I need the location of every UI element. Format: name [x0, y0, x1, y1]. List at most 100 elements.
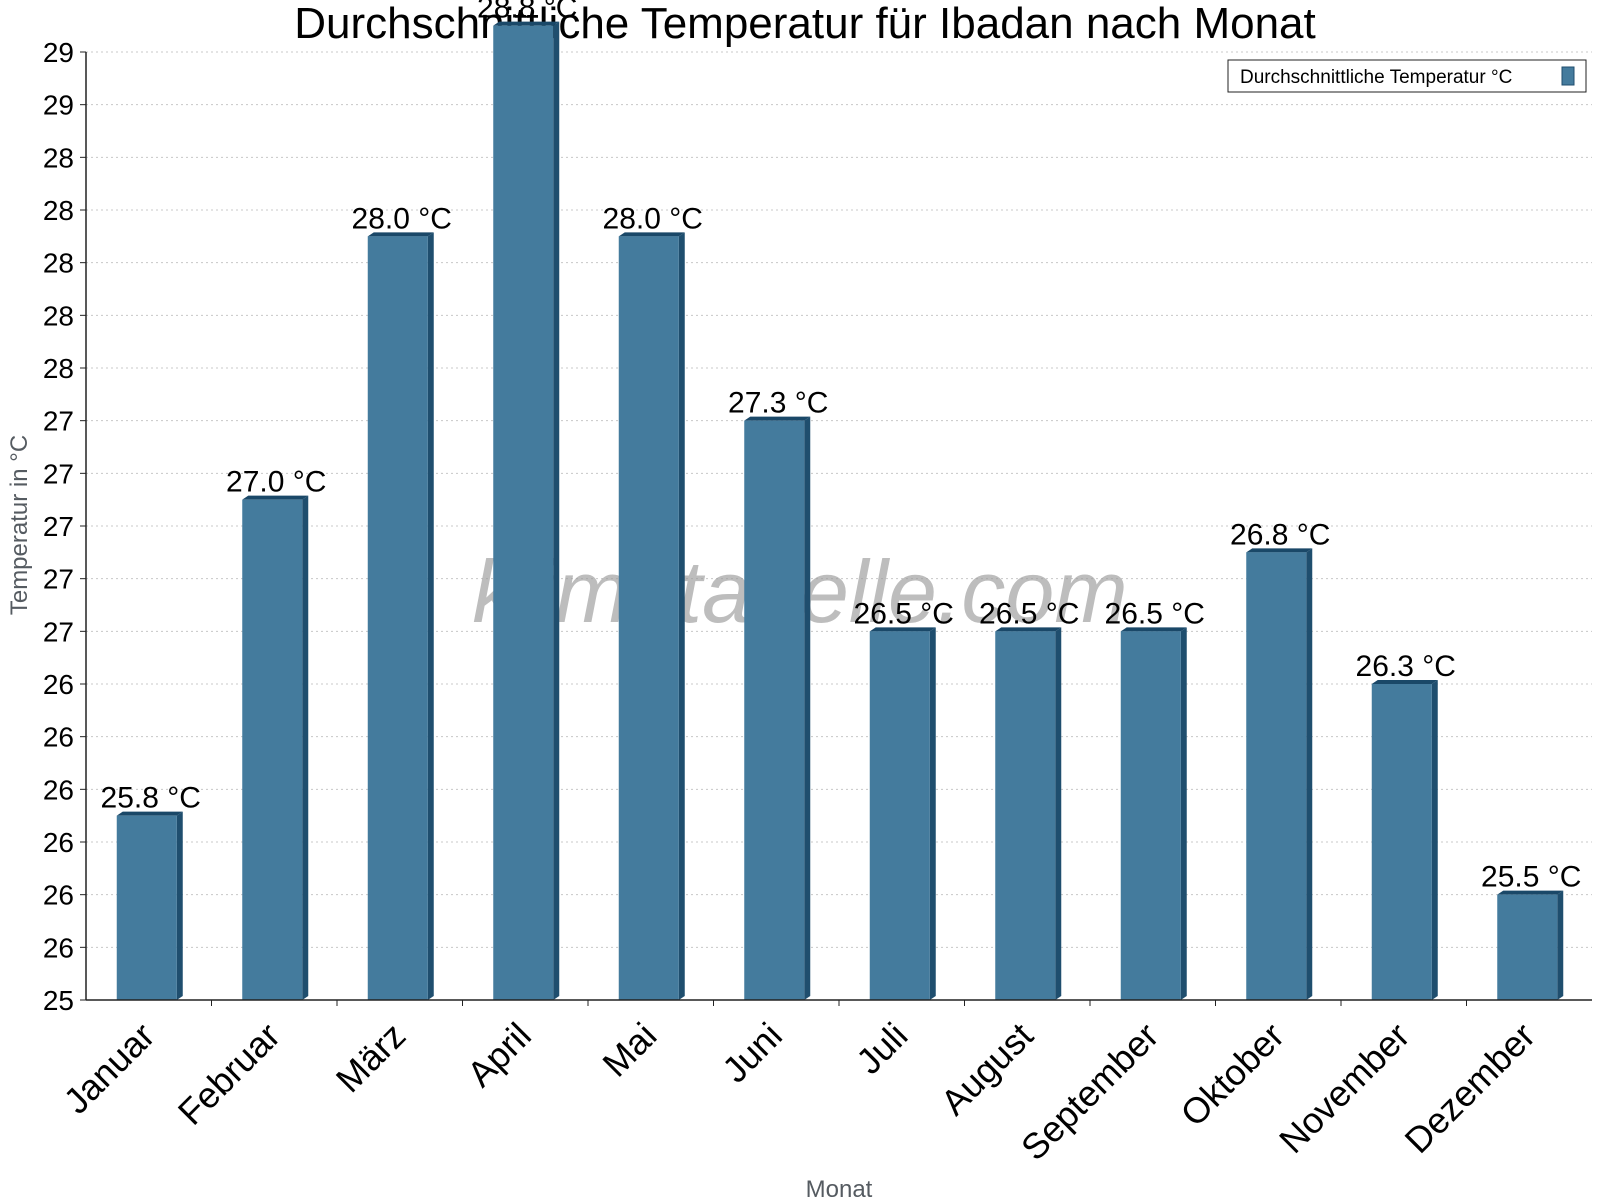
bar-face: [995, 631, 1056, 1000]
y-tick-label: 28: [43, 248, 74, 279]
y-tick-label: 26: [43, 722, 74, 753]
y-tick-label: 27: [43, 511, 74, 542]
bar: [995, 627, 1062, 1000]
bar-side: [176, 811, 183, 1000]
y-tick-label: 27: [43, 406, 74, 437]
bar: [242, 495, 309, 1000]
data-label: 28.0 °C: [603, 202, 703, 235]
y-tick-label: 26: [43, 932, 74, 963]
y-tick-label: 27: [43, 616, 74, 647]
y-tick-label: 26: [43, 827, 74, 858]
y-tick-label: 26: [43, 669, 74, 700]
bar-face: [1371, 684, 1432, 1000]
x-tick-label: Dezember: [1396, 1015, 1542, 1161]
bar: [493, 21, 560, 1000]
y-tick-label: 28: [43, 300, 74, 331]
bar-face: [1497, 894, 1558, 1000]
data-label: 25.5 °C: [1481, 861, 1581, 894]
bar-side: [553, 21, 560, 1000]
x-tick-label: November: [1271, 1015, 1417, 1161]
x-tick-label: Februar: [170, 1015, 288, 1133]
bar: [1371, 680, 1438, 1000]
bar-face: [618, 236, 679, 1001]
x-tick-label: Januar: [56, 1015, 163, 1122]
y-tick-label: 29: [43, 90, 74, 121]
bar-face: [242, 499, 303, 1000]
data-labels: 25.8 °C 27.0 °C 28.0 °C 28.8 °C 28.0 °C 27.3 …: [101, 0, 1582, 894]
y-axis-label: Temperatur in °C: [6, 435, 33, 615]
legend-swatch: [1561, 66, 1575, 86]
x-axis-label: Monat: [806, 1176, 873, 1200]
bar-face: [1120, 631, 1181, 1000]
bar-top: [367, 232, 434, 237]
x-axis-ticks: Januar Februar März April Mai Juni Juli AugustS…: [56, 1000, 1543, 1168]
bar: [116, 811, 183, 1000]
bar-side: [678, 232, 685, 1001]
x-tick-label: August: [933, 1015, 1041, 1123]
bar-face: [869, 631, 930, 1000]
data-label: 27.0 °C: [226, 466, 326, 499]
bar-face: [493, 25, 554, 1000]
bar: [367, 232, 434, 1001]
y-tick-label: 28: [43, 195, 74, 226]
data-label: 26.3 °C: [1356, 650, 1456, 683]
bar-face: [367, 236, 428, 1001]
data-label: 28.8 °C: [477, 0, 577, 25]
bar: [744, 416, 811, 1001]
bar-face: [744, 420, 805, 1001]
data-label: 26.8 °C: [1230, 518, 1330, 551]
bar: [618, 232, 685, 1001]
x-tick-label: Juli: [848, 1015, 915, 1082]
bar-top: [869, 627, 936, 632]
bar: [1246, 548, 1313, 1000]
y-tick-label: 28: [43, 353, 74, 384]
y-tick-label: 28: [43, 142, 74, 173]
bar-side: [804, 416, 811, 1001]
bar-side: [1557, 890, 1564, 1000]
grid-lines: [86, 51, 1592, 948]
bar-top: [744, 416, 811, 421]
bar-top: [493, 21, 560, 26]
bar-top: [995, 627, 1062, 632]
bar: [869, 627, 936, 1000]
bar-face: [1246, 552, 1307, 1000]
data-label: 27.3 °C: [728, 387, 828, 420]
legend-box: [1227, 59, 1587, 93]
chart-title: Durchschnittliche Temperatur für Ibadan …: [294, 0, 1316, 48]
bar-top: [1246, 548, 1313, 553]
bar-side: [929, 627, 936, 1000]
bar-top: [1371, 680, 1438, 684]
y-tick-label: 29: [43, 37, 74, 68]
y-tick-label: 25: [43, 985, 74, 1016]
bars: [116, 21, 1564, 1001]
x-tick-label: September: [1013, 1015, 1167, 1169]
x-tick-label: Oktober: [1172, 1015, 1292, 1135]
bar-side: [1180, 627, 1187, 1000]
bar-side: [1431, 680, 1438, 1000]
data-label: 26.5 °C: [1105, 597, 1205, 630]
y-tick-label: 27: [43, 458, 74, 489]
data-label: 26.5 °C: [979, 597, 1079, 630]
y-tick-label: 26: [43, 774, 74, 805]
bar-face: [116, 815, 177, 1000]
bar-top: [242, 495, 309, 500]
y-axis-ticks: 25 26 26 26 26 26 26 27 27 27 27 27 28 28 28 28 28 29 29: [43, 37, 86, 1016]
x-tick-label: April: [459, 1015, 539, 1095]
bar-side: [427, 232, 434, 1001]
y-tick-label: 27: [43, 564, 74, 595]
y-tick-label: 26: [43, 880, 74, 911]
legend: Durchschnittliche Temperatur °C: [1227, 59, 1587, 93]
bar-top: [1120, 627, 1187, 632]
data-label: 28.0 °C: [352, 202, 452, 235]
data-label: 26.5 °C: [854, 597, 954, 630]
bar: [1120, 627, 1187, 1000]
x-tick-label: Mai: [594, 1015, 664, 1085]
bar-side: [1306, 548, 1313, 1000]
bar: [1497, 890, 1564, 1000]
data-label: 25.8 °C: [101, 782, 201, 815]
bar-top: [116, 811, 183, 816]
bar-top: [1497, 890, 1564, 895]
legend-label: Durchschnittliche Temperatur °C: [1240, 67, 1512, 88]
x-tick-label: Juni: [714, 1015, 790, 1091]
